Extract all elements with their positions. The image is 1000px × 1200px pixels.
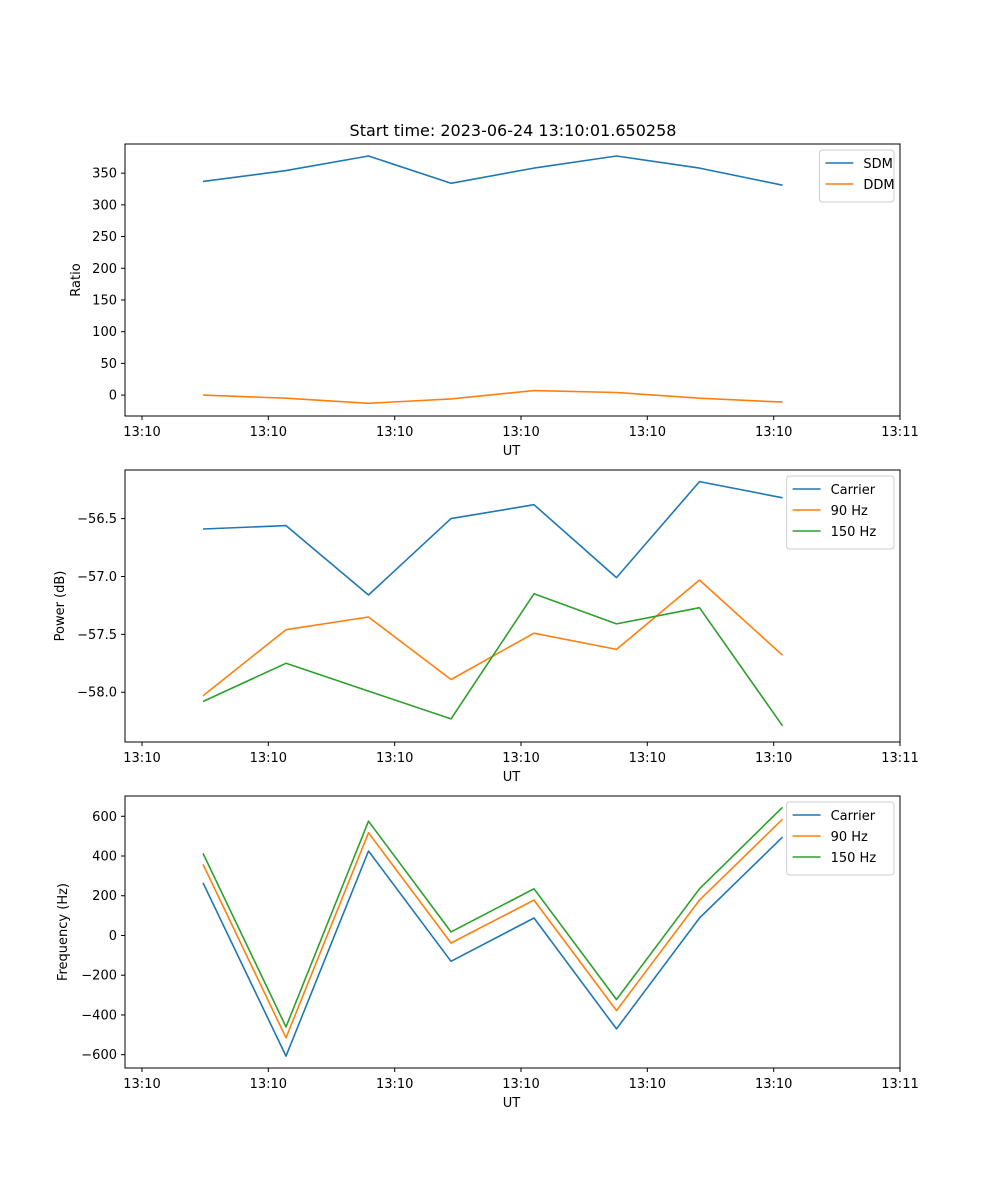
x-tick-label: 13:10 (123, 1077, 160, 1092)
legend: Carrier 90 Hz 150 Hz (786, 801, 895, 876)
legend-label: Carrier (831, 483, 876, 498)
x-tick-label: 13:10 (250, 1077, 287, 1092)
y-tick-label: −200 (81, 969, 117, 984)
y-tick-label: −58.0 (77, 686, 117, 701)
plot-frame (124, 469, 901, 743)
plot-frame (124, 143, 901, 417)
series-line-ddm (202, 389, 783, 405)
plot-frame (124, 795, 901, 1069)
y-tick-label: 200 (92, 262, 117, 277)
x-tick-label: 13:10 (755, 751, 792, 766)
x-tick-label: 13:10 (629, 751, 666, 766)
power-panel: 13:10 13:10 13:10 13:10 13:10 13:10 13:11 −58.0… (53, 469, 919, 785)
x-axis-label: UT (503, 1096, 521, 1111)
ratio-panel: 13:10 13:10 13:10 13:10 13:10 13:10 13:11 0 50 10… (69, 143, 919, 459)
x-tick-label: 13:10 (502, 1077, 539, 1092)
series-line-sdm (202, 155, 783, 186)
y-tick-label: −57.5 (77, 628, 117, 643)
x-tick-label: 13:10 (755, 425, 792, 440)
x-tick-label: 13:11 (881, 425, 918, 440)
y-tick-label: −400 (81, 1008, 117, 1023)
x-tick-label: 13:10 (629, 1077, 666, 1092)
frequency-panel: 13:10 13:10 13:10 13:10 13:10 13:10 13:11 −600 −… (56, 795, 919, 1111)
x-tick-label: 13:10 (250, 751, 287, 766)
figure-title: Start time: 2023-06-24 13:10:01.650258 (350, 121, 677, 140)
legend-label: DDM (863, 178, 894, 193)
x-tick-label: 13:10 (123, 425, 160, 440)
y-axis-label: Power (dB) (53, 571, 68, 642)
x-tick-label: 13:10 (376, 1077, 413, 1092)
series-line-150-hz (202, 592, 784, 727)
y-tick-label: 0 (109, 389, 117, 404)
legend-label: Carrier (831, 809, 876, 824)
series-line-90-hz (202, 818, 784, 1039)
y-tick-label: 600 (92, 810, 117, 825)
x-axis-label: UT (503, 770, 521, 785)
y-tick-label: −600 (81, 1048, 117, 1063)
y-tick-label: 250 (92, 230, 117, 245)
y-tick-label: 100 (92, 325, 117, 340)
x-tick-label: 13:10 (502, 425, 539, 440)
legend-label: SDM (863, 157, 892, 172)
legend: Carrier 90 Hz 150 Hz (786, 475, 895, 550)
series-line-150-hz (202, 806, 784, 1028)
y-tick-label: 150 (92, 293, 117, 308)
y-axis-label: Frequency (Hz) (56, 883, 71, 981)
legend-label: 150 Hz (831, 525, 877, 540)
y-tick-label: −57.0 (77, 570, 117, 585)
series-line-carrier (202, 836, 784, 1057)
x-tick-label: 13:10 (123, 751, 160, 766)
x-tick-label: 13:10 (376, 751, 413, 766)
series-line-90-hz (202, 579, 784, 697)
y-tick-label: 50 (100, 357, 117, 372)
legend: SDM DDM (818, 149, 895, 203)
y-axis-label: Ratio (69, 263, 84, 296)
x-tick-label: 13:10 (502, 751, 539, 766)
y-tick-label: −56.5 (77, 512, 117, 527)
x-tick-label: 13:11 (881, 751, 918, 766)
x-tick-label: 13:10 (755, 1077, 792, 1092)
legend-label: 150 Hz (831, 851, 877, 866)
x-tick-label: 13:11 (881, 1077, 918, 1092)
y-tick-label: 300 (92, 198, 117, 213)
y-tick-label: 400 (92, 850, 117, 865)
y-tick-label: 0 (109, 929, 117, 944)
x-tick-label: 13:10 (629, 425, 666, 440)
x-tick-label: 13:10 (250, 425, 287, 440)
y-tick-label: 200 (92, 889, 117, 904)
series-line-carrier (202, 480, 783, 596)
legend-label: 90 Hz (831, 830, 868, 845)
x-tick-label: 13:10 (376, 425, 413, 440)
x-axis-label: UT (503, 444, 521, 459)
y-tick-label: 350 (92, 167, 117, 182)
legend-label: 90 Hz (831, 504, 868, 519)
